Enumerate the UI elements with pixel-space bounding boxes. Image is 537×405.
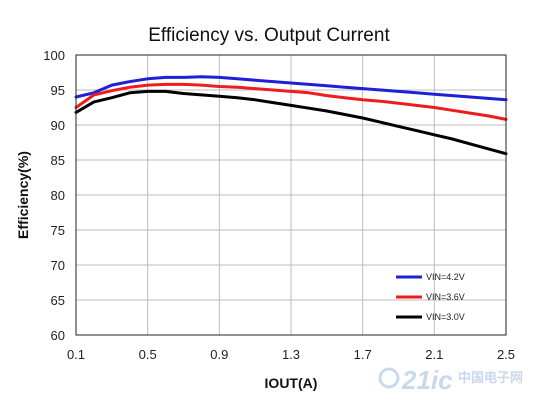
y-tick-label: 65 [51, 293, 65, 308]
legend-label: VIN=4.2V [426, 272, 465, 282]
watermark-logo: 21ic 中国电子网 [378, 365, 523, 395]
y-axis-label: Efficiency(%) [15, 151, 31, 239]
y-tick-label: 95 [51, 83, 65, 98]
x-tick-labels: 0.1 0.5 0.9 1.3 1.7 2.1 2.5 [67, 347, 515, 362]
legend-label: VIN=3.0V [426, 312, 465, 322]
y-tick-label: 85 [51, 153, 65, 168]
series-line-vin-3-6v [74, 82, 508, 121]
x-tick-label: 1.3 [282, 347, 300, 362]
x-tick-label: 0.9 [210, 347, 228, 362]
watermark-subtext: 中国电子网 [458, 370, 523, 385]
y-tick-label: 70 [51, 258, 65, 273]
y-tick-label: 75 [51, 223, 65, 238]
x-tick-label: 0.1 [67, 347, 85, 362]
y-tick-label: 60 [51, 328, 65, 343]
x-tick-label: 1.7 [354, 347, 372, 362]
y-tick-label: 100 [43, 48, 65, 63]
legend: VIN=4.2V VIN=3.6V VIN=3.0V [396, 272, 465, 322]
legend-label: VIN=3.6V [426, 292, 465, 302]
series-line-vin-4-2v [74, 75, 508, 102]
series-lines [74, 75, 508, 156]
x-tick-label: 2.1 [425, 347, 443, 362]
watermark-text: 21ic [401, 365, 453, 395]
y-tick-label: 90 [51, 118, 65, 133]
x-tick-label: 0.5 [139, 347, 157, 362]
y-tick-labels: 60 65 70 75 80 85 90 95 100 [43, 48, 65, 343]
x-tick-label: 2.5 [497, 347, 515, 362]
watermark-icon [378, 367, 400, 389]
plot-frame [75, 54, 507, 336]
series-line-vin-3-0v [74, 89, 508, 156]
chart-title: Efficiency vs. Output Current [148, 25, 390, 46]
x-axis-label: IOUT(A) [265, 375, 318, 391]
y-tick-label: 80 [51, 188, 65, 203]
